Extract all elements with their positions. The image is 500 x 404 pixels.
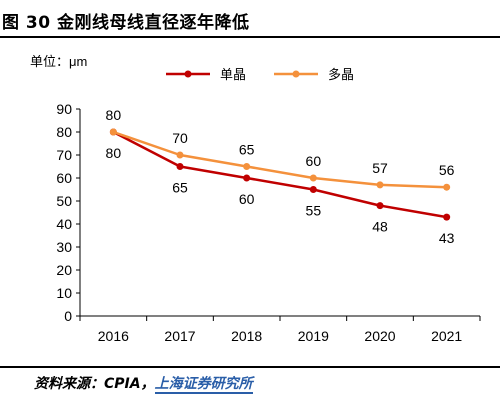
y-tick-label: 0 [64, 308, 72, 324]
data-point [176, 151, 184, 159]
data-label: 56 [439, 162, 455, 178]
data-point [376, 181, 384, 189]
x-tick-label: 2021 [431, 328, 462, 344]
data-point [376, 202, 384, 210]
data-point [309, 186, 317, 193]
legend-swatch-marker [184, 70, 192, 78]
x-tick-label: 2019 [298, 328, 329, 344]
y-tick-label: 20 [56, 262, 72, 278]
y-tick-label: 40 [56, 216, 72, 232]
data-label: 70 [172, 130, 188, 146]
y-tick-label: 70 [56, 147, 72, 163]
plot-area: 80 65 60 55 48 43 80 70 65 60 57 56 [106, 107, 455, 246]
data-label: 65 [172, 180, 188, 196]
data-point [176, 163, 184, 170]
data-label: 43 [439, 230, 455, 246]
legend-item: 单晶 [166, 67, 246, 82]
legend-item: 多晶 [274, 67, 354, 82]
data-label: 80 [106, 145, 122, 161]
data-point [109, 128, 117, 136]
x-tick-label: 2017 [164, 328, 195, 344]
title-divider [0, 36, 500, 38]
series-line-1 [112, 130, 447, 219]
data-label: 48 [372, 219, 388, 235]
data-label: 60 [239, 191, 255, 207]
x-tick-label: 2020 [364, 328, 395, 344]
legend-label: 多晶 [328, 67, 354, 82]
data-point [443, 213, 451, 221]
x-tick-label: 2016 [98, 328, 129, 344]
source-org: 上海证券研究所 [154, 376, 253, 394]
y-axis: 0 10 20 30 40 50 60 70 80 90 [56, 101, 81, 324]
series-line-2 [112, 130, 447, 189]
data-label: 60 [306, 153, 322, 169]
data-point [243, 163, 251, 170]
y-tick-label: 90 [56, 101, 72, 117]
y-tick-label: 10 [56, 285, 72, 301]
data-point [443, 183, 451, 191]
source-note: 资料来源：CPIA，上海证券研究所 [34, 373, 253, 394]
data-label: 65 [239, 142, 255, 158]
data-label: 55 [306, 203, 322, 219]
y-tick-label: 50 [56, 193, 72, 209]
data-point [309, 174, 317, 182]
y-tick-label: 30 [56, 239, 72, 255]
unit-label: 单位：μm [30, 54, 87, 69]
y-tick-label: 60 [56, 170, 72, 186]
source-divider [0, 366, 500, 368]
data-point [243, 174, 251, 182]
data-label: 80 [106, 107, 122, 123]
x-tick-label: 2018 [231, 328, 262, 344]
data-label: 57 [372, 160, 388, 176]
legend-label: 单晶 [220, 67, 246, 82]
figure-title: 图 30 金刚线母线直径逐年降低 [2, 13, 250, 33]
chart-legend: 单晶 多晶 [166, 67, 354, 82]
source-prefix: 资料来源：CPIA， [34, 376, 155, 392]
y-tick-label: 80 [56, 124, 72, 140]
legend-swatch-marker [292, 70, 300, 78]
x-axis: 2016 2017 2018 2019 2020 2021 [79, 315, 481, 344]
